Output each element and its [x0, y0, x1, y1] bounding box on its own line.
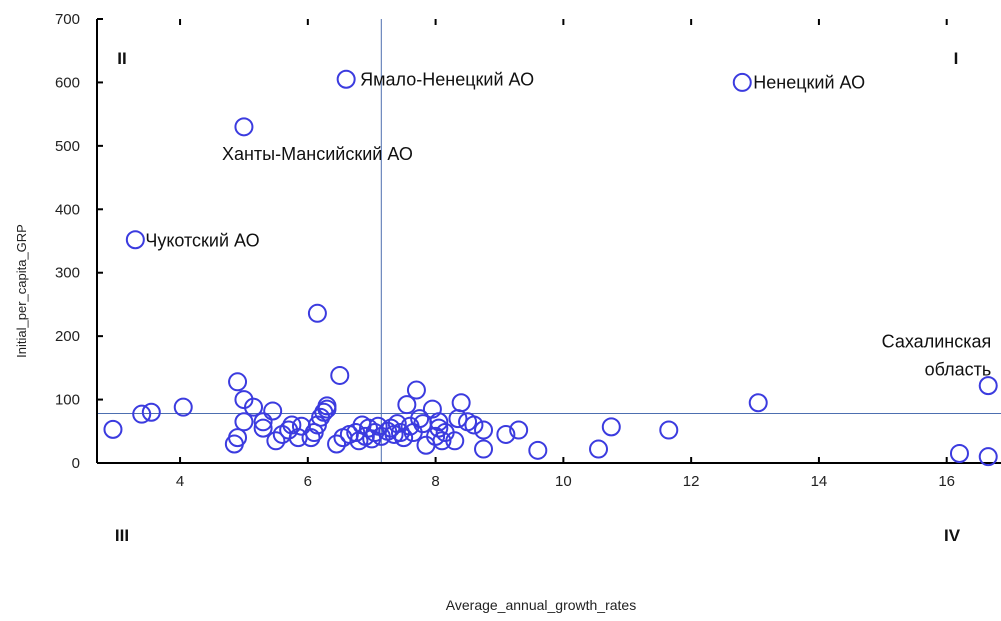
axes	[96, 19, 1001, 464]
data-point	[451, 393, 471, 413]
data-point	[173, 397, 193, 417]
data-point	[949, 443, 969, 463]
tick-marks	[97, 18, 948, 464]
data-point	[263, 401, 283, 421]
point-annotation: Ямало-Ненецкий АО	[360, 69, 534, 89]
data-point	[464, 415, 484, 435]
data-point	[234, 412, 254, 432]
y-tick-label: 400	[55, 201, 80, 218]
data-point	[228, 428, 248, 448]
x-tick-label: 16	[938, 473, 955, 490]
data-point	[601, 417, 621, 437]
data-point	[390, 423, 410, 443]
data-point	[141, 402, 161, 422]
data-point	[266, 431, 286, 451]
tick-labels: 4 6 8 10 12 14 16 0 100 200 300 400 500 600 700	[55, 11, 955, 490]
point-annotation: Чукотский АО	[145, 231, 259, 251]
y-tick-label: 700	[55, 11, 80, 28]
data-point	[978, 447, 998, 467]
data-point	[528, 440, 548, 460]
data-point	[445, 431, 465, 451]
x-tick-label: 14	[811, 473, 828, 490]
data-point	[336, 69, 356, 89]
data-point	[253, 418, 273, 438]
y-tick-label: 500	[55, 138, 80, 155]
data-point	[244, 397, 264, 417]
quadrant-label: II	[117, 49, 126, 68]
data-point	[509, 420, 529, 440]
data-point	[234, 117, 254, 137]
y-axis-label: Initial_per_capita_GRP	[14, 224, 29, 358]
x-tick-label: 8	[431, 473, 439, 490]
data-point	[978, 376, 998, 396]
quadrant-label: III	[115, 526, 129, 545]
annotations: Ямало-Ненецкий АО Ненецкий АО Ханты-Мансий…	[145, 69, 991, 379]
y-tick-label: 300	[55, 265, 80, 282]
data-point	[474, 420, 494, 440]
data-point	[394, 428, 414, 448]
y-tick-label: 600	[55, 74, 80, 91]
point-annotation: область	[925, 360, 992, 380]
point-annotation: Ненецкий АО	[753, 72, 865, 92]
data-point	[429, 412, 449, 432]
data-point	[228, 372, 248, 392]
data-point	[410, 409, 430, 429]
data-point	[732, 72, 752, 92]
data-point	[659, 420, 679, 440]
data-point	[589, 439, 609, 459]
y-tick-label: 0	[72, 455, 80, 472]
data-point	[125, 230, 145, 250]
x-tick-label: 10	[555, 473, 572, 490]
data-point	[368, 416, 388, 436]
point-annotation: Сахалинская	[882, 332, 992, 352]
y-tick-label: 100	[55, 392, 80, 409]
data-point	[132, 404, 152, 424]
x-axis-label: Average_annual_growth_rates	[446, 597, 636, 613]
x-tick-label: 12	[683, 473, 700, 490]
data-point	[474, 439, 494, 459]
y-tick-label: 200	[55, 328, 80, 345]
data-point	[397, 395, 417, 415]
data-point	[432, 431, 452, 451]
x-tick-label: 4	[176, 473, 184, 490]
x-tick-label: 6	[304, 473, 312, 490]
data-point	[103, 419, 123, 439]
data-point	[317, 396, 337, 416]
quadrant-label: IV	[944, 526, 961, 545]
quadrant-label: I	[954, 49, 959, 68]
data-point	[253, 412, 273, 432]
data-point	[748, 393, 768, 413]
data-point	[406, 380, 426, 400]
data-point	[327, 434, 347, 454]
point-annotation: Ханты-Мансийский АО	[222, 144, 413, 164]
data-point	[496, 424, 516, 444]
data-points	[103, 69, 998, 467]
data-point	[307, 303, 327, 323]
data-point	[330, 365, 350, 385]
